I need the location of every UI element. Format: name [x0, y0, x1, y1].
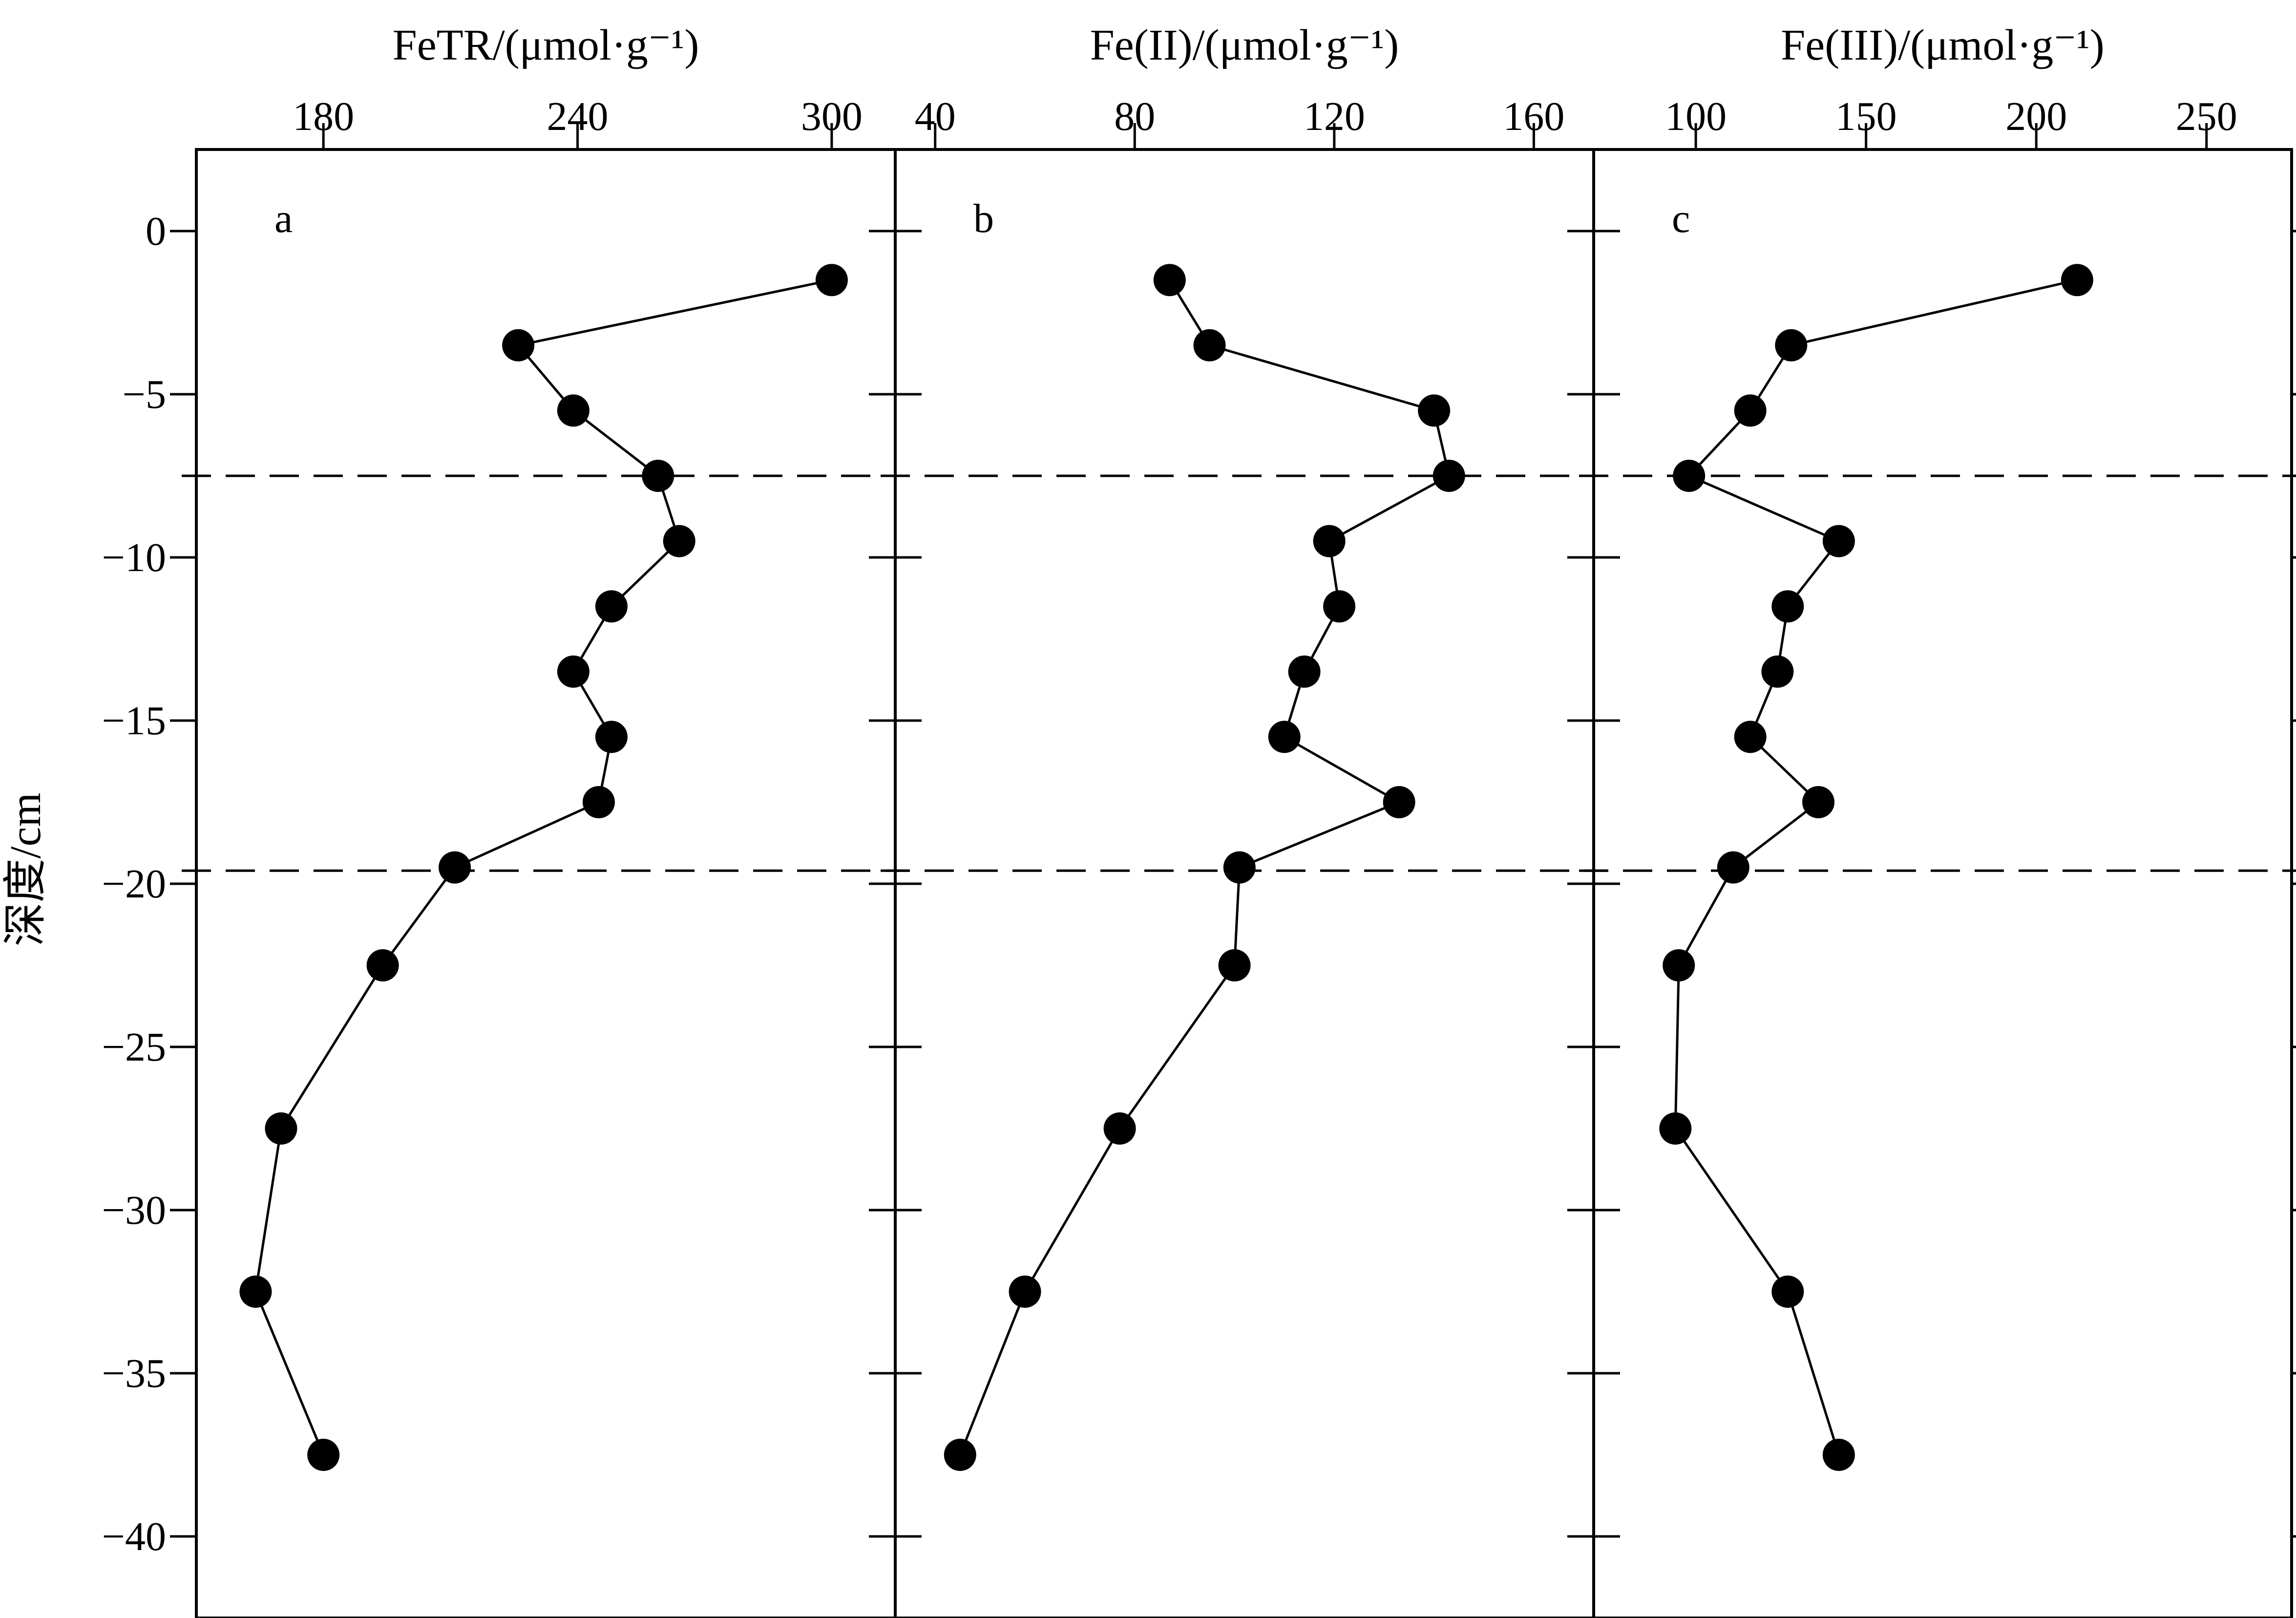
data-point-c: [1822, 525, 1855, 557]
y-tick-label: −25: [102, 1024, 166, 1070]
data-point-b: [1153, 264, 1186, 297]
panel-a-frame: [195, 148, 897, 1618]
data-point-a: [595, 590, 628, 623]
data-point-b: [1009, 1276, 1041, 1308]
data-point-c: [1771, 1276, 1804, 1308]
data-point-c: [1822, 1439, 1855, 1471]
data-point-b: [1418, 394, 1451, 427]
data-point-c: [1717, 851, 1749, 884]
y-tick-label: −40: [102, 1514, 166, 1559]
data-point-c: [1734, 721, 1767, 753]
data-point-b: [1193, 329, 1226, 362]
x-tick-label-a: 300: [801, 94, 863, 139]
data-point-b: [1288, 655, 1321, 688]
x-axis-title-a: FeTR/(μmol·g⁻¹): [393, 21, 699, 69]
x-tick-label-a: 180: [293, 94, 354, 139]
panel-b: Fe(II)/(μmol·g⁻¹) 40 80 120 160 b: [869, 21, 1620, 1618]
data-point-a: [595, 721, 628, 753]
data-point-c: [1771, 590, 1804, 623]
panel-letter-c: c: [1672, 196, 1690, 241]
panel-c: Fe(III)/(μmol·g⁻¹) 100 150 200 250 c: [1567, 21, 2296, 1618]
data-point-b: [1323, 590, 1356, 623]
x-tick-label-b: 160: [1503, 94, 1564, 139]
data-point-c: [1673, 460, 1706, 492]
data-point-a: [663, 525, 695, 557]
y-tick-label: 0: [146, 209, 166, 254]
data-point-c: [1663, 949, 1695, 981]
panel-letter-a: a: [274, 196, 293, 241]
panel-b-frame: [894, 148, 1595, 1618]
data-point-b: [1268, 721, 1301, 753]
data-point-b: [1103, 1112, 1136, 1145]
data-point-a: [557, 655, 590, 688]
data-point-c: [1659, 1112, 1692, 1145]
data-point-c: [1775, 329, 1808, 362]
y-tick-label: −5: [123, 372, 166, 417]
y-tick-label: −35: [102, 1351, 166, 1396]
panel-letter-b: b: [973, 196, 994, 241]
y-tick-label: −10: [102, 535, 166, 580]
x-tick-label-c: 150: [1835, 94, 1897, 139]
data-point-a: [582, 786, 615, 818]
data-point-a: [439, 851, 471, 884]
data-point-a: [366, 949, 399, 981]
data-point-b: [944, 1439, 976, 1471]
x-tick-label-b: 80: [1114, 94, 1155, 139]
data-point-b: [1313, 525, 1346, 557]
x-axis-title-b: Fe(II)/(μmol·g⁻¹): [1090, 21, 1399, 69]
x-tick-label-b: 40: [915, 94, 956, 139]
panel-c-frame: [1592, 148, 2293, 1618]
data-point-c: [1734, 394, 1767, 427]
y-tick-label: −30: [102, 1188, 166, 1233]
y-tick-label: −20: [102, 861, 166, 907]
x-tick-label-c: 200: [2005, 94, 2067, 139]
data-point-a: [502, 329, 535, 362]
data-point-b: [1383, 786, 1415, 818]
data-point-b: [1223, 851, 1256, 884]
chart-panels: FeTR/(μmol·g⁻¹) 180 240 300 0 −5 −10 −15 −20 −25 −…: [102, 21, 2296, 1618]
x-tick-label-b: 120: [1304, 94, 1365, 139]
data-point-b: [1218, 949, 1251, 981]
data-point-a: [239, 1276, 272, 1308]
x-tick-label-c: 250: [2176, 94, 2237, 139]
data-point-c: [1802, 786, 1835, 818]
data-point-a: [815, 264, 848, 297]
data-point-a: [265, 1112, 297, 1145]
series-line-a: [254, 278, 832, 1455]
data-point-a: [307, 1439, 340, 1471]
x-tick-label-c: 100: [1665, 94, 1727, 139]
data-point-c: [1761, 655, 1794, 688]
panel-a: FeTR/(μmol·g⁻¹) 180 240 300 0 −5 −10 −15 −20 −25 −…: [102, 21, 922, 1618]
data-point-a: [642, 460, 674, 492]
data-point-b: [1432, 460, 1465, 492]
data-point-a: [557, 394, 590, 427]
y-tick-label: −15: [102, 698, 166, 744]
y-axis-title: 深度/cm: [1, 793, 50, 947]
data-point-c: [2061, 264, 2093, 297]
x-tick-label-a: 240: [547, 94, 609, 139]
x-axis-title-c: Fe(III)/(μmol·g⁻¹): [1781, 21, 2105, 69]
